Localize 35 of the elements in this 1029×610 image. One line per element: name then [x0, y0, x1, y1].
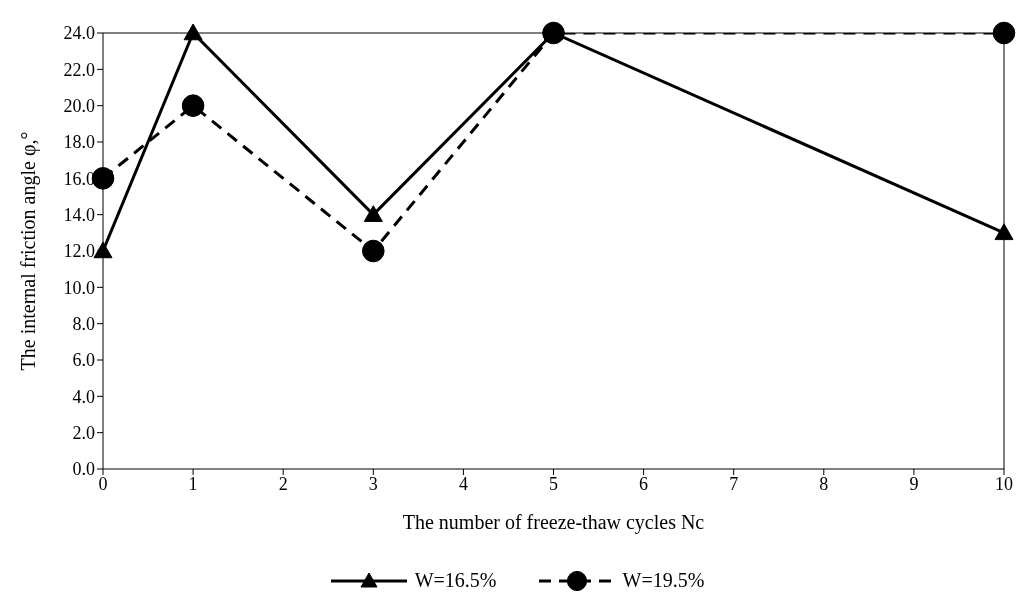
point	[994, 223, 1014, 241]
y-tick-label: 24.0	[63, 23, 95, 44]
y-tick-label: 4.0	[72, 386, 95, 407]
y-tick-label: 10.0	[63, 277, 95, 298]
legend-label: W=16.5%	[414, 569, 497, 592]
x-tick-label: 3	[368, 473, 378, 494]
y-tick-label: 8.0	[72, 314, 95, 335]
y-tick-label: 0.0	[72, 459, 95, 480]
x-tick-label: 8	[819, 473, 829, 494]
x-tick-label: 7	[729, 473, 739, 494]
x-tick-label: 4	[458, 473, 468, 494]
point	[363, 205, 383, 222]
point	[362, 239, 385, 263]
point	[93, 241, 113, 259]
y-tick-label: 6.0	[72, 350, 95, 371]
point	[181, 94, 205, 117]
y-tick-label: 2.0	[72, 423, 95, 444]
y-tick-label: 18.0	[63, 132, 95, 153]
point	[91, 167, 115, 190]
x-tick-label: 2	[278, 473, 288, 494]
x-tick-label: 0	[98, 473, 108, 494]
x-tick-label: 5	[549, 473, 558, 494]
y-tick-label: 14.0	[63, 205, 95, 226]
x-tick-label: 6	[639, 473, 649, 494]
y-tick-label: 20.0	[63, 96, 95, 117]
y-tick-label: 22.0	[63, 59, 95, 80]
x-tick-label: 9	[909, 473, 919, 494]
x-axis-title: The number of freeze-thaw cycles Nc	[402, 511, 705, 534]
point	[992, 21, 1016, 45]
x-tick-label: 1	[188, 473, 198, 494]
y-tick-label: 12.0	[63, 241, 95, 262]
point	[183, 23, 203, 41]
legend-label: W=19.5%	[622, 569, 705, 592]
x-tick-label: 10	[995, 473, 1013, 494]
y-axis-title: The internal friction angle φ,°	[17, 131, 41, 371]
